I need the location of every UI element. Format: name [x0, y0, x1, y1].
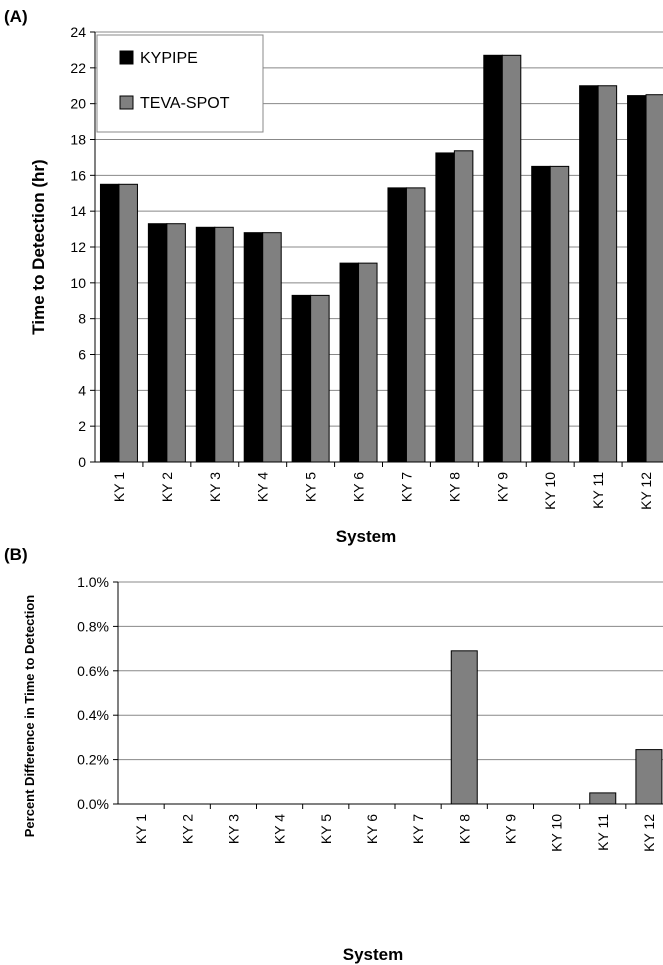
y-tick-label: 24: [70, 24, 86, 40]
bar: [405, 187, 426, 463]
chart-b-bars: [450, 650, 663, 805]
chart-b-x-ticks: KY 1 KY 2 KY 3 KY 4 KY 5 KY 6 KY 7 KY 8 KY 9 KY 1…: [133, 814, 657, 852]
x-tick-label: KY 12: [638, 472, 654, 510]
x-tick-label: KY 10: [549, 814, 565, 852]
x-tick-label: KY 4: [272, 814, 288, 844]
bar: [387, 187, 407, 463]
x-tick-label: KY 8: [456, 814, 472, 844]
bar: [99, 183, 120, 463]
chart-a-axes: [90, 31, 663, 467]
x-tick-label: KY 11: [595, 814, 611, 851]
legend-label-kypipe: KYPIPE: [140, 50, 198, 67]
x-tick-label: KY 1: [111, 472, 127, 502]
y-tick-label: 1.0%: [77, 574, 109, 590]
y-tick-label: 22: [70, 60, 86, 76]
y-tick-label: 0: [78, 454, 86, 470]
panel-a-label: (A): [4, 7, 28, 26]
chart-b-y-axis-title: Percent Difference in Time to Detection: [22, 595, 37, 838]
y-tick-label: 0.0%: [77, 796, 109, 812]
y-tick-label: 12: [70, 239, 86, 255]
chart-a-x-ticks: KY 1 KY 2 KY 3 KY 4 KY 5 KY 6 KY 7 KY 8 KY 9 KY 1…: [111, 472, 654, 510]
chart-b-y-ticks: 0.0% 0.2% 0.4% 0.6% 0.8% 1.0%: [77, 574, 109, 812]
bar: [358, 262, 378, 463]
chart-a-legend: KYPIPE TEVA-SPOT: [96, 34, 264, 133]
bar: [483, 54, 503, 463]
y-tick-label: 10: [70, 275, 86, 291]
x-tick-label: KY 3: [207, 472, 223, 502]
bar: [339, 262, 360, 463]
bar: [147, 223, 168, 463]
bar: [118, 183, 138, 463]
y-tick-label: 2: [78, 418, 86, 434]
legend-label-teva-spot: TEVA-SPOT: [140, 95, 230, 112]
chart-b-gridlines: [118, 581, 663, 761]
y-tick-label: 16: [70, 167, 86, 183]
x-tick-label: KY 5: [303, 472, 319, 502]
bar: [214, 226, 234, 463]
y-tick-label: 0.4%: [77, 707, 109, 723]
legend-swatch-kypipe: [119, 50, 134, 65]
x-tick-label: KY 8: [446, 472, 462, 502]
y-tick-label: 6: [78, 347, 86, 363]
y-tick-label: 0.6%: [77, 663, 109, 679]
x-tick-label: KY 6: [364, 814, 380, 844]
y-tick-label: 0.2%: [77, 752, 109, 768]
bar: [635, 749, 663, 805]
bar: [310, 294, 330, 463]
chart-a-bars: [99, 54, 663, 463]
x-tick-label: KY 9: [494, 472, 510, 502]
chart-b: (B) 0.0%0.2%0.4%0.6%0.8%1.0% KY 1 KY 2 KY …: [4, 545, 663, 964]
panel-b-label: (B): [4, 545, 28, 564]
bar: [579, 85, 599, 463]
x-tick-label: KY 10: [542, 472, 558, 510]
x-tick-label: KY 2: [179, 814, 195, 844]
bar: [262, 232, 282, 463]
bar: [435, 152, 455, 463]
chart-b-x-axis-title: System: [343, 945, 403, 964]
bar: [243, 232, 264, 463]
x-tick-label: KY 1: [133, 814, 149, 844]
x-tick-label: KY 2: [159, 472, 175, 502]
y-tick-label: 14: [70, 203, 86, 219]
bar: [291, 294, 312, 463]
bar: [166, 223, 186, 463]
chart-a-y-axis-title: Time to Detection (hr): [29, 159, 48, 334]
x-tick-label: KY 6: [351, 472, 367, 502]
bar: [501, 54, 522, 463]
bar: [195, 226, 216, 463]
y-tick-label: 0.8%: [77, 618, 109, 634]
chart-a-x-axis-title: System: [336, 527, 396, 546]
bar: [453, 150, 474, 463]
bar: [645, 94, 663, 463]
x-tick-label: KY 9: [502, 814, 518, 844]
y-tick-label: 8: [78, 311, 86, 327]
bar: [589, 792, 617, 805]
x-tick-label: KY 12: [641, 814, 657, 852]
bar: [597, 85, 618, 463]
bar: [450, 650, 478, 805]
bar: [627, 95, 647, 463]
x-tick-label: KY 4: [255, 472, 271, 502]
legend-swatch-teva-spot: [119, 95, 134, 110]
bar: [549, 165, 570, 463]
chart-b-axes: [113, 581, 663, 809]
x-tick-label: KY 3: [225, 814, 241, 844]
x-tick-label: KY 5: [318, 814, 334, 844]
bar: [531, 165, 551, 463]
y-tick-label: 20: [70, 96, 86, 112]
y-tick-label: 18: [70, 132, 86, 148]
x-tick-label: KY 11: [590, 472, 606, 509]
x-tick-label: KY 7: [410, 814, 426, 844]
y-tick-label: 4: [78, 382, 86, 398]
x-tick-label: KY 7: [398, 472, 414, 502]
